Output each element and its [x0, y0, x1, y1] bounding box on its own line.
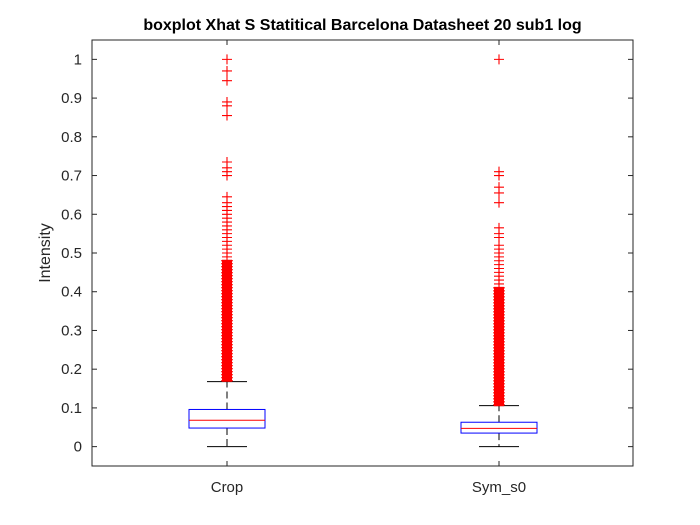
outlier-point	[222, 65, 232, 76]
y-tick-label: 0.5	[61, 245, 82, 262]
iqr-box	[188, 408, 266, 429]
outlier-point	[494, 166, 504, 177]
y-tick-label: 1	[74, 51, 82, 68]
y-axis-label: Intensity	[37, 223, 54, 283]
outlier-point	[494, 197, 504, 208]
y-tick-label: 0.2	[61, 361, 82, 378]
chart-title: boxplot Xhat S Statitical Barcelona Data…	[143, 17, 581, 34]
iqr-box	[460, 421, 538, 434]
x-tick-label: Sym_s0	[472, 479, 526, 496]
outlier-point	[222, 156, 232, 167]
y-tick-label: 0.3	[61, 322, 82, 339]
y-tick-label: 0	[74, 439, 82, 456]
outlier-point	[494, 222, 504, 233]
x-tick-label: Crop	[211, 479, 244, 496]
box-group	[460, 54, 538, 448]
outlier-point	[222, 75, 232, 86]
plot-area	[91, 39, 634, 467]
box-group	[188, 54, 266, 448]
outlier-dense-band	[494, 286, 504, 407]
outlier-point	[222, 54, 232, 65]
y-tick-label: 0.4	[61, 284, 82, 301]
y-tick-label: 0.8	[61, 129, 82, 146]
boxes	[188, 54, 538, 448]
outlier-point	[222, 96, 232, 107]
outlier-point	[494, 182, 504, 193]
outlier-point	[222, 191, 232, 202]
outlier-point	[494, 54, 504, 65]
y-tick-label: 0.7	[61, 168, 82, 185]
axis-ticks: 0 0.1 0.2 0.3 0.4 0.5 0.6 0.7 0.8 0.9 1 Crop Sym_s0	[61, 40, 633, 496]
y-tick-label: 0.1	[61, 400, 82, 417]
outlier-point	[222, 110, 232, 121]
y-tick-label: 0.9	[61, 90, 82, 107]
y-tick-label: 0.6	[61, 206, 82, 223]
